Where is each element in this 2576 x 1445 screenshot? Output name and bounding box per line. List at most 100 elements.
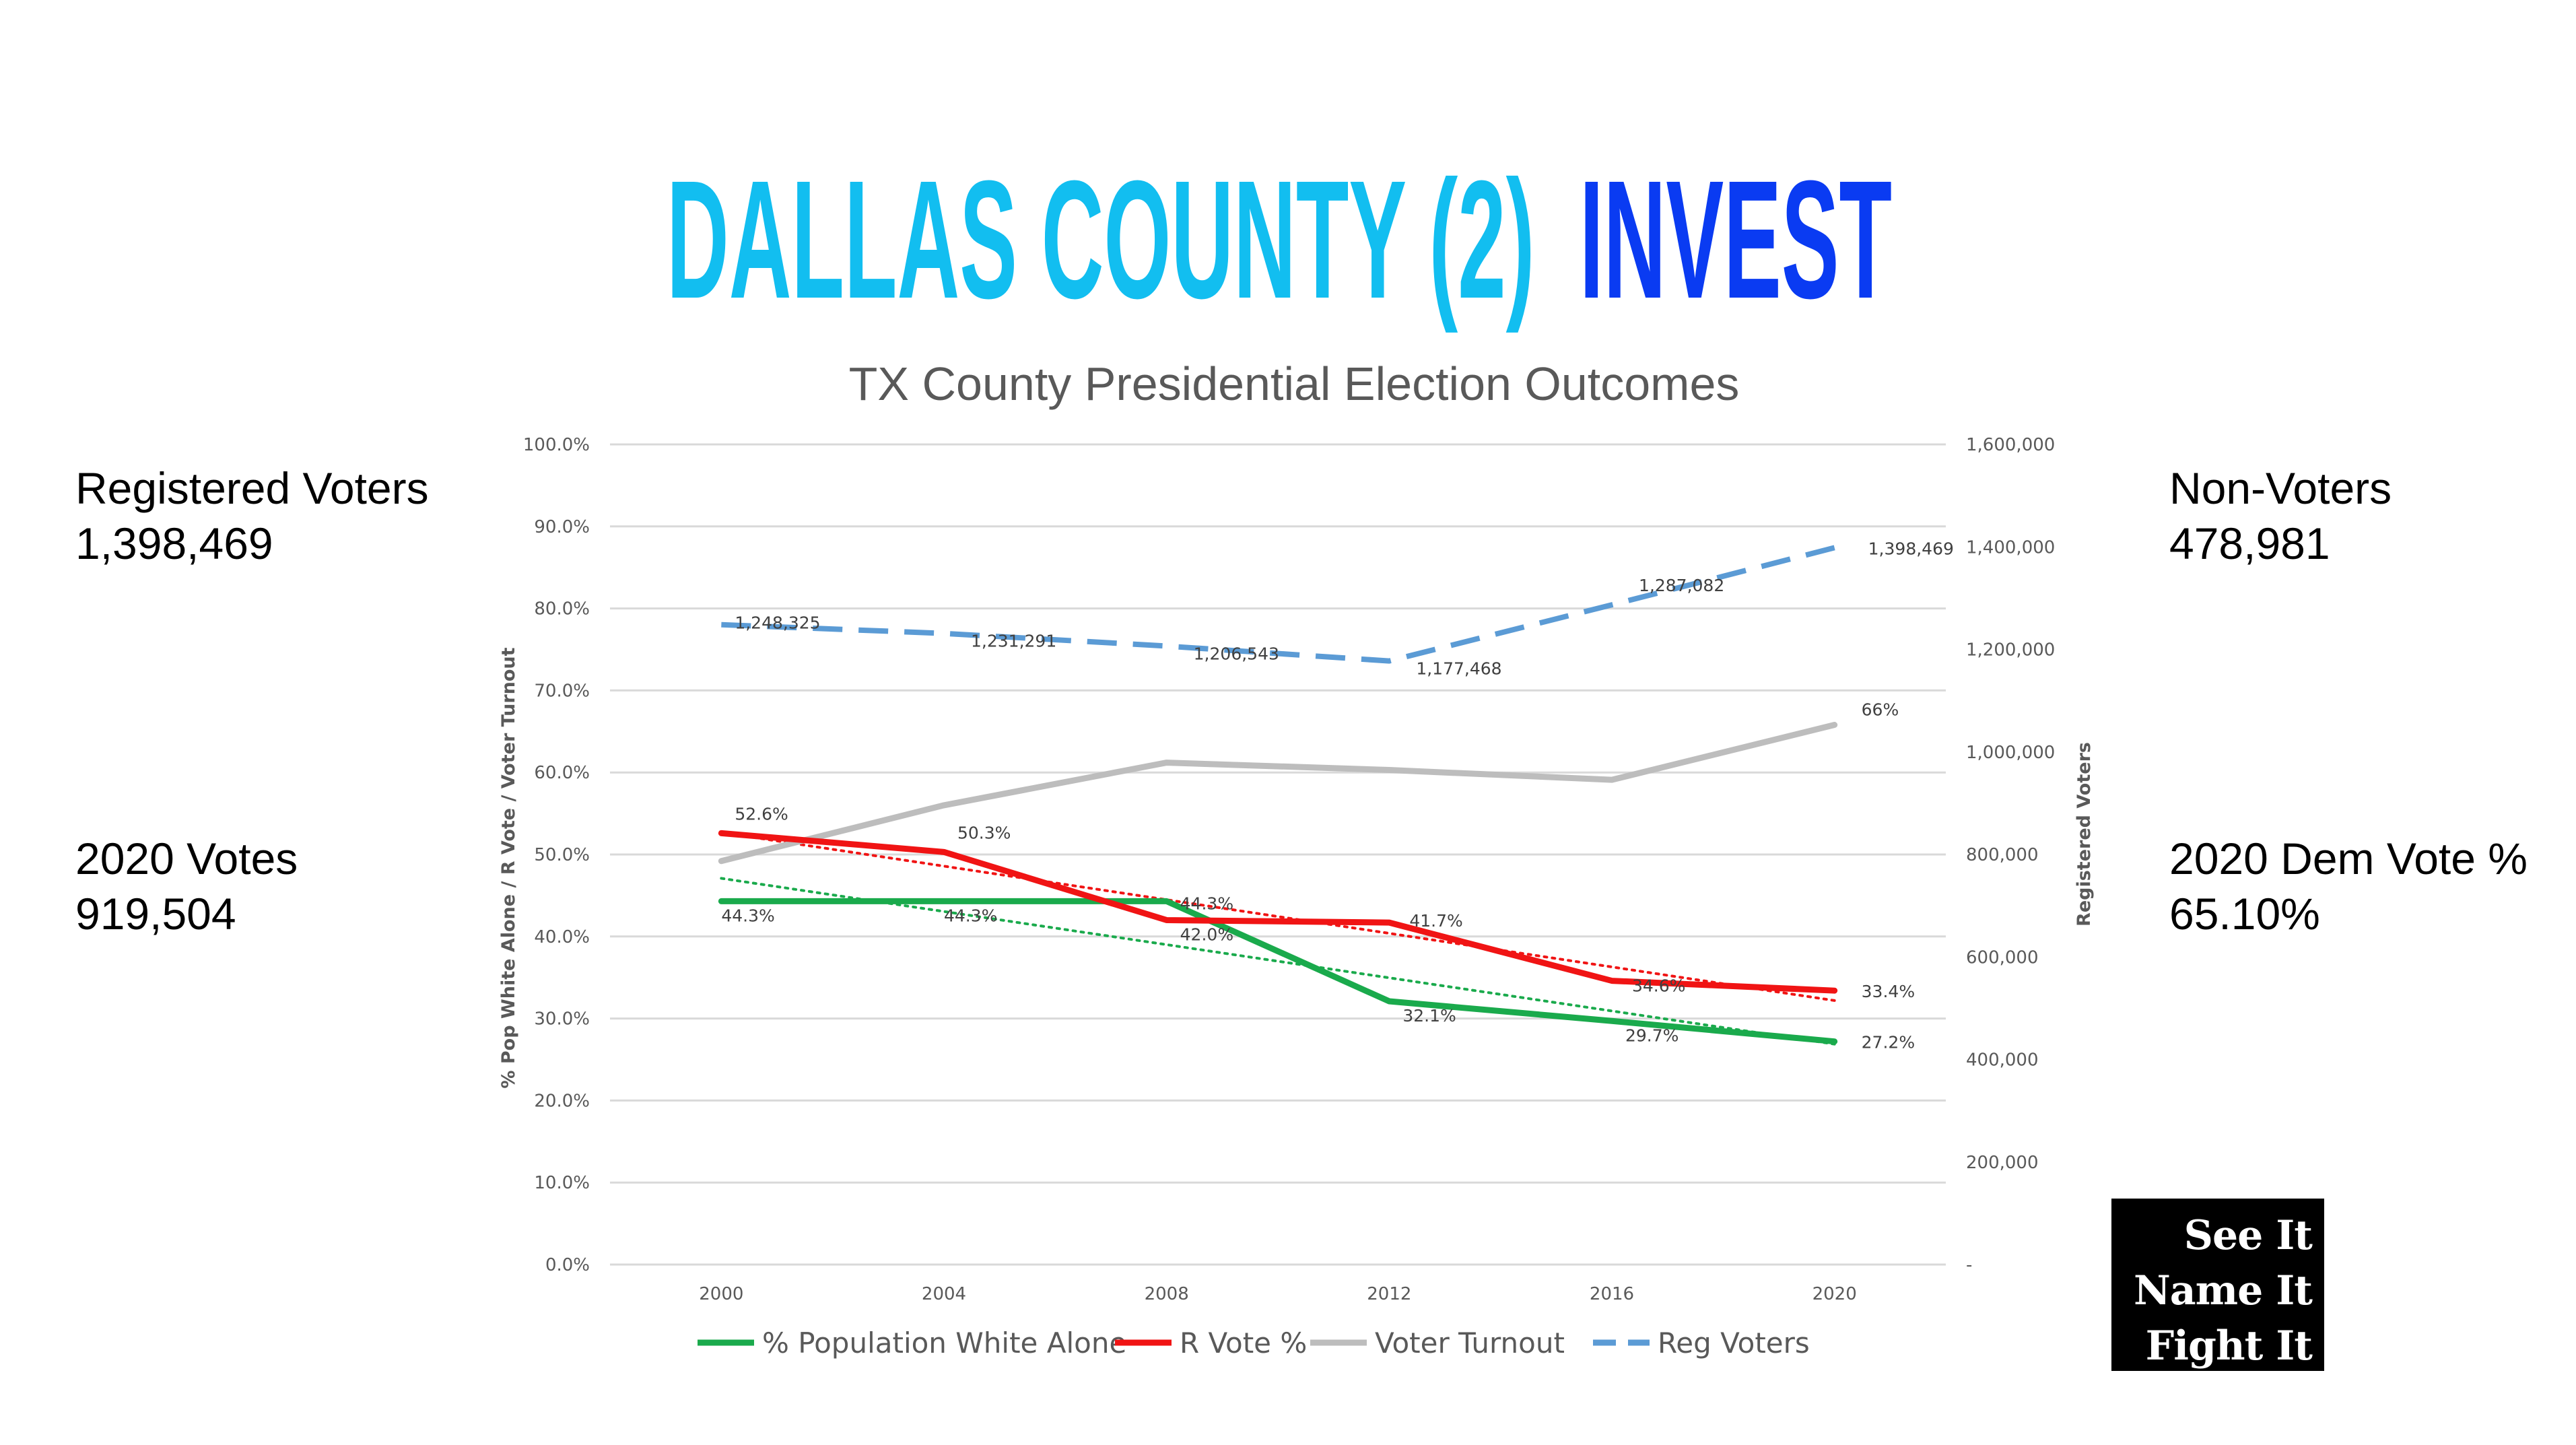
legend-label: Voter Turnout: [1375, 1326, 1565, 1359]
data-label: 50.3%: [957, 823, 1011, 842]
series-lines: [718, 545, 1838, 1045]
y-left-tick-label: 20.0%: [534, 1091, 590, 1111]
page-title-part1: DALLAS COUNTY (2): [667, 145, 1534, 333]
y-right-tick-label: 400,000: [1966, 1050, 2039, 1071]
registered-voters-value: 1,398,469: [75, 518, 273, 568]
data-label: 1,231,291: [971, 632, 1056, 651]
series-line-1: [718, 830, 1838, 994]
y-left-tick-label: 30.0%: [534, 1009, 590, 1030]
logo-line-2: Name It: [2133, 1267, 2313, 1314]
registered-voters-stat: Registered Voters 1,398,469: [75, 461, 429, 571]
legend-label: % Population White Alone: [762, 1326, 1126, 1359]
y-right-tick-label: 800,000: [1966, 845, 2039, 865]
data-point: [718, 859, 724, 864]
y-right-tick-label: 1,200,000: [1966, 640, 2055, 661]
data-point: [1832, 722, 1837, 728]
data-point: [1164, 760, 1170, 766]
y-left-axis-title: % Pop White Alone / R Vote / Voter Turno…: [498, 647, 519, 1088]
data-point: [1832, 1039, 1837, 1044]
data-point: [1164, 917, 1170, 922]
data-point: [1386, 659, 1392, 664]
data-point: [941, 898, 947, 904]
data-label: 29.7%: [1625, 1026, 1679, 1045]
votes-2020-stat: 2020 Votes 919,504: [75, 831, 298, 941]
y-left-tick-label: 40.0%: [534, 927, 590, 947]
data-label: 33.4%: [1862, 982, 1915, 1001]
data-point: [718, 830, 724, 836]
data-point: [1386, 999, 1392, 1004]
y-left-tick-label: 0.0%: [545, 1255, 590, 1275]
axes: 0.0% 10.0% 20.0% 30.0% 40.0% 50.0% 60.0% 70.0% 8…: [498, 435, 2095, 1304]
x-tick-label: 2000: [699, 1284, 743, 1304]
dem-vote-2020-stat: 2020 Dem Vote % 65.10%: [2169, 831, 2528, 941]
y-left-tick-label: 10.0%: [534, 1173, 590, 1193]
series-line-0: [718, 898, 1838, 1045]
series-line-2: [718, 722, 1838, 865]
data-point: [1164, 644, 1170, 649]
data-label: 1,398,469: [1868, 539, 1954, 558]
data-labels: 44.3% 44.3% 44.3% 32.1% 29.7% 27.2% 52.6% 50.3%…: [721, 539, 1954, 1052]
page-title-part2: INVEST: [1580, 145, 1892, 333]
votes-2020-value: 919,504: [75, 889, 236, 939]
non-voters-label: Non-Voters: [2169, 463, 2392, 513]
data-label: 66%: [1862, 700, 1899, 720]
data-point: [941, 631, 947, 636]
x-tick-label: 2020: [1812, 1284, 1857, 1304]
data-label: 44.3%: [1180, 894, 1233, 913]
x-tick-label: 2004: [922, 1284, 966, 1304]
see-it-name-it-fight-it-logo: See It Name It Fight It: [2111, 1199, 2324, 1371]
data-label: 42.0%: [1180, 925, 1233, 944]
trendlines: [720, 831, 1836, 1046]
trendline-0: [720, 877, 1836, 1046]
x-tick-label: 2008: [1145, 1284, 1189, 1304]
data-point: [941, 849, 947, 854]
votes-2020-label: 2020 Votes: [75, 834, 298, 883]
data-point: [1609, 602, 1615, 607]
y-left-tick-label: 90.0%: [534, 517, 590, 537]
y-right-axis-title: Registered Voters: [2074, 742, 2095, 927]
y-right-tick-label: 600,000: [1966, 947, 2039, 968]
y-right-tick-label: 200,000: [1966, 1153, 2039, 1173]
y-left-tick-label: 100.0%: [523, 435, 590, 455]
dem-vote-2020-value: 65.10%: [2169, 889, 2320, 939]
data-label: 52.6%: [735, 804, 788, 824]
y-right-tick-label: 1,000,000: [1966, 743, 2055, 763]
registered-voters-label: Registered Voters: [75, 463, 429, 513]
page-title: DALLAS COUNTY (2) INVEST: [667, 145, 1892, 333]
data-label: 1,248,325: [735, 613, 820, 633]
data-label: 1,177,468: [1416, 659, 1501, 679]
data-point: [1164, 898, 1170, 904]
data-label: 41.7%: [1409, 911, 1462, 931]
y-left-tick-label: 80.0%: [534, 599, 590, 619]
legend-label: R Vote %: [1180, 1326, 1307, 1359]
data-point: [1832, 988, 1837, 993]
data-label: 1,206,543: [1194, 644, 1279, 664]
data-label: 44.3%: [721, 906, 774, 925]
y-left-tick-label: 60.0%: [534, 763, 590, 783]
y-right-tick-label: 1,600,000: [1966, 435, 2055, 455]
data-point: [1832, 545, 1837, 550]
data-label: 34.6%: [1632, 976, 1685, 996]
data-label: 44.3%: [944, 906, 997, 925]
data-label: 32.1%: [1402, 1006, 1456, 1026]
legend: % Population White Alone R Vote % Voter Tu…: [698, 1326, 1810, 1359]
non-voters-value: 478,981: [2169, 518, 2330, 568]
data-point: [1386, 768, 1392, 773]
data-point: [1609, 1018, 1615, 1023]
data-label: 27.2%: [1862, 1033, 1915, 1052]
data-point: [718, 898, 724, 904]
gridlines: [610, 443, 1946, 1266]
data-point: [1609, 978, 1615, 984]
x-tick-label: 2016: [1590, 1284, 1634, 1304]
data-point: [1609, 777, 1615, 782]
x-tick-label: 2012: [1367, 1284, 1411, 1304]
data-label: 1,287,082: [1639, 576, 1724, 595]
dem-vote-2020-label: 2020 Dem Vote %: [2169, 834, 2528, 883]
trendline-1: [720, 831, 1836, 1002]
y-left-tick-label: 50.0%: [534, 845, 590, 865]
logo-line-1: See It: [2183, 1212, 2313, 1259]
logo-line-3: Fight It: [2145, 1322, 2313, 1370]
y-right-tick-label: 1,400,000: [1966, 537, 2055, 558]
data-point: [1386, 920, 1392, 925]
